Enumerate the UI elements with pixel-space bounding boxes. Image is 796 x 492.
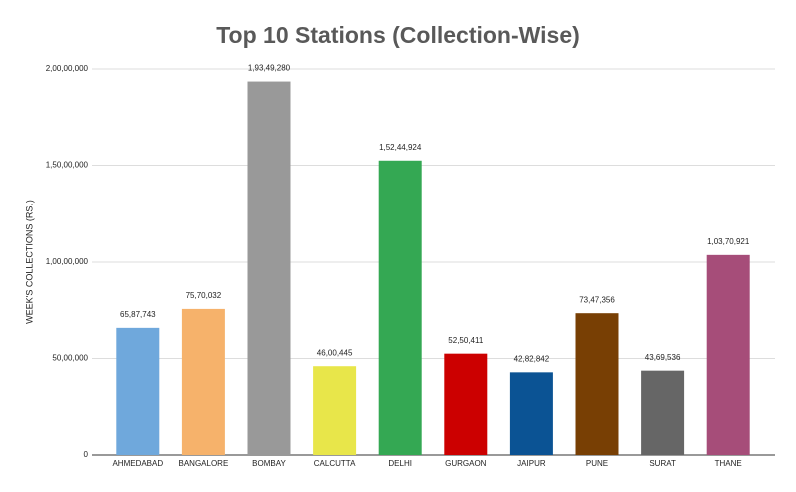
value-label: 42,82,842 (514, 354, 550, 363)
x-tick-label: CALCUTTA (314, 459, 356, 468)
bar (509, 372, 553, 455)
x-tick-label: THANE (715, 459, 742, 468)
value-label: 75,70,032 (186, 291, 222, 300)
x-tick-label: PUNE (586, 459, 608, 468)
bar (181, 308, 225, 455)
bar (378, 160, 422, 456)
value-label: 1,03,70,921 (707, 237, 750, 246)
y-axis-label: WEEK'S COLLECTIONS (RS.) (24, 200, 34, 324)
bar (444, 353, 488, 455)
y-tick-label: 1,50,00,000 (46, 161, 89, 170)
bar (575, 313, 619, 455)
bar (313, 366, 357, 455)
bar (641, 370, 685, 455)
x-tick-label: BANGALORE (179, 459, 229, 468)
value-label: 43,69,536 (645, 353, 681, 362)
value-label: 73,47,356 (579, 295, 615, 304)
x-tick-label: AHMEDABAD (112, 459, 163, 468)
y-tick-label: 1,00,00,000 (46, 257, 89, 266)
x-tick-label: JAIPUR (517, 459, 546, 468)
y-tick-label: 50,00,000 (52, 354, 88, 363)
value-label: 52,50,411 (448, 336, 484, 345)
value-label: 65,87,743 (120, 310, 156, 319)
x-tick-label: SURAT (649, 459, 676, 468)
value-label: 1,93,49,280 (248, 64, 291, 73)
x-tick-label: BOMBAY (252, 459, 286, 468)
value-label: 1,52,44,924 (379, 143, 422, 152)
bar (116, 327, 160, 455)
x-tick-label: DELHI (388, 459, 412, 468)
y-tick-label: 0 (84, 450, 89, 459)
x-tick-label: GURGAON (445, 459, 487, 468)
bar (247, 81, 291, 455)
y-tick-label: 2,00,00,000 (46, 64, 89, 73)
chart-title: Top 10 Stations (Collection-Wise) (216, 22, 580, 48)
value-label: 46,00,445 (317, 348, 353, 357)
bar (706, 254, 750, 455)
